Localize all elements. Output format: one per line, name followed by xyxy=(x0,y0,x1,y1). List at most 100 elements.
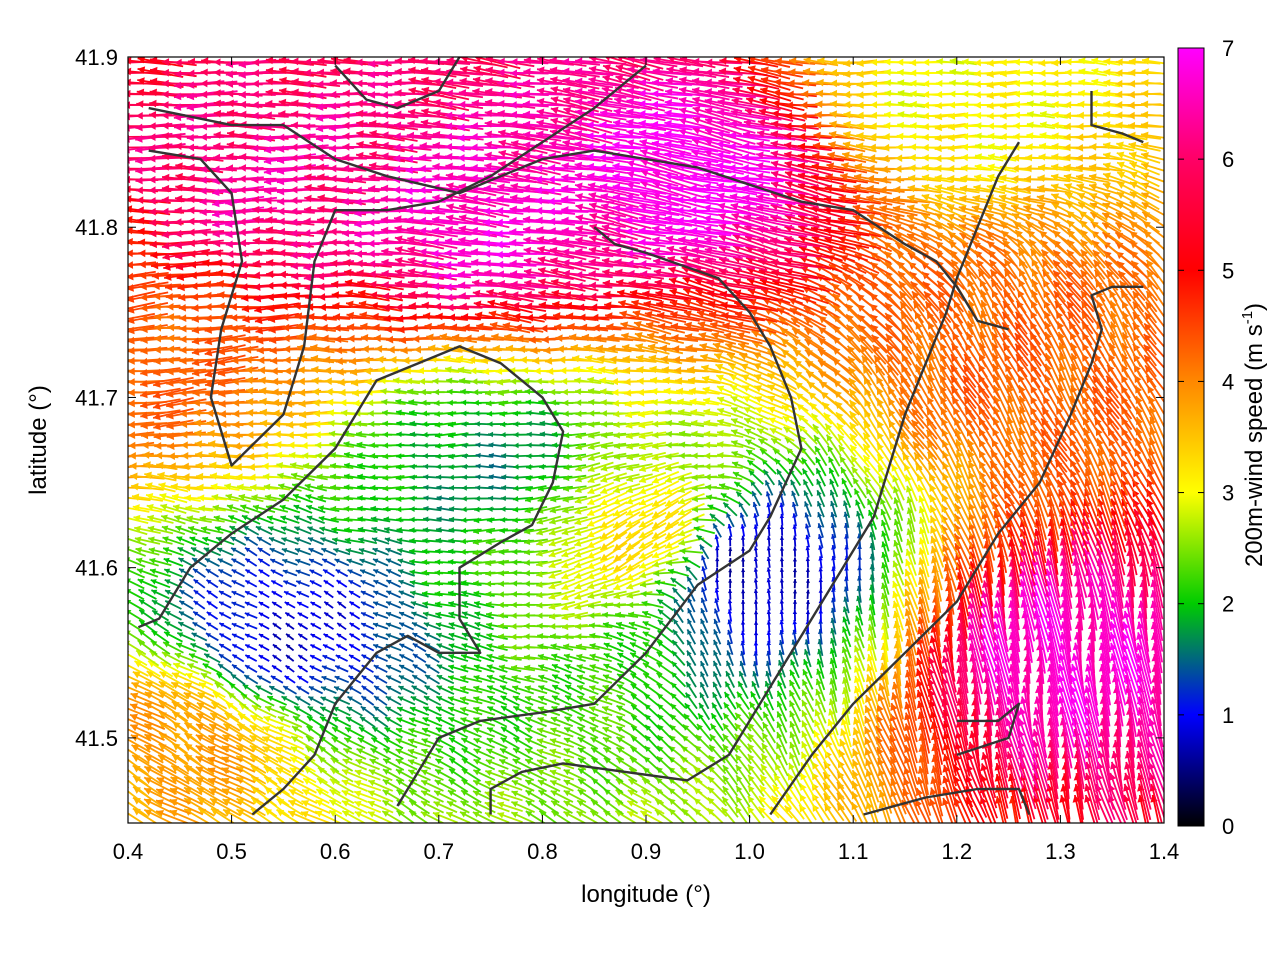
wind-arrow xyxy=(766,546,772,558)
wind-arrow xyxy=(728,547,733,557)
wind-arrow xyxy=(206,589,219,599)
wind-arrow xyxy=(825,739,843,769)
wind-arrow xyxy=(420,811,445,823)
wind-arrow xyxy=(811,761,831,789)
wind-arrow xyxy=(1005,740,1024,789)
wind-arrow xyxy=(664,546,692,558)
wind-arrow xyxy=(129,724,165,742)
wind-arrow xyxy=(412,663,427,674)
wind-arrow xyxy=(323,622,334,630)
wind-arrow xyxy=(839,738,855,770)
wind-arrow xyxy=(373,590,389,599)
wind-arrow xyxy=(512,758,534,771)
wind-arrow xyxy=(536,748,562,759)
wind-arrow xyxy=(740,599,746,611)
wind-arrow xyxy=(361,685,374,695)
wind-arrow xyxy=(322,568,335,578)
wind-arrow xyxy=(395,778,418,793)
wind-arrow xyxy=(602,736,625,750)
wind-arrow xyxy=(654,279,703,291)
wind-arrow xyxy=(510,811,536,823)
wind-arrow xyxy=(510,801,535,814)
wind-arrow xyxy=(805,557,810,568)
wind-arrow xyxy=(1084,772,1101,821)
wind-arrow xyxy=(734,753,752,776)
wind-arrow xyxy=(766,609,772,622)
wind-arrow xyxy=(524,737,548,749)
wind-arrow xyxy=(289,756,316,773)
wind-arrow xyxy=(864,476,881,500)
wind-arrow xyxy=(805,610,811,622)
wind-arrow xyxy=(779,525,785,536)
wind-arrow xyxy=(640,810,665,823)
wind-arrow xyxy=(373,674,388,684)
wind-arrow xyxy=(813,434,829,456)
wind-arrow xyxy=(741,578,746,589)
wind-arrow xyxy=(1032,728,1049,779)
wind-arrow xyxy=(367,811,394,823)
wind-arrow xyxy=(753,578,759,590)
wind-arrow xyxy=(448,737,468,750)
wind-arrow xyxy=(753,567,759,579)
wind-arrow xyxy=(524,779,547,793)
wind-arrow xyxy=(208,723,242,742)
wind-arrow xyxy=(408,789,431,804)
wind-arrow xyxy=(195,734,229,753)
wind-arrow xyxy=(827,456,840,477)
wind-arrow xyxy=(395,758,418,771)
wind-arrow xyxy=(486,737,508,749)
wind-arrow xyxy=(308,685,324,695)
wind-arrow xyxy=(681,808,699,823)
wind-arrow xyxy=(1084,794,1096,823)
wind-arrow xyxy=(222,734,255,753)
wind-arrow xyxy=(577,736,599,750)
wind-arrow xyxy=(773,773,791,798)
wind-arrow xyxy=(373,705,388,717)
wind-arrow xyxy=(244,643,258,652)
wind-arrow xyxy=(244,612,258,619)
wind-arrow xyxy=(497,801,523,813)
wind-arrow xyxy=(792,568,798,578)
wind-arrow xyxy=(323,633,335,641)
wind-arrow xyxy=(511,790,535,803)
wind-arrow xyxy=(779,557,785,568)
wind-arrow xyxy=(207,767,243,783)
wind-arrow xyxy=(787,772,803,799)
wind-arrow xyxy=(549,779,574,792)
wind-arrow xyxy=(231,653,245,663)
wind-arrow xyxy=(354,769,381,781)
wind-arrow xyxy=(193,578,206,589)
wind-arrow xyxy=(759,774,779,798)
wind-arrow xyxy=(747,795,765,819)
wind-arrow xyxy=(257,558,271,567)
wind-arrow xyxy=(373,579,389,588)
wind-arrow xyxy=(309,643,322,652)
wind-arrow xyxy=(258,654,270,662)
wind-arrow xyxy=(268,685,285,695)
wind-arrow xyxy=(499,747,521,760)
wind-arrow xyxy=(550,800,573,814)
wind-arrow xyxy=(822,771,845,800)
wind-arrow xyxy=(272,622,282,630)
wind-arrow xyxy=(261,736,292,751)
wind-arrow xyxy=(336,579,348,588)
wind-arrow xyxy=(789,669,801,690)
wind-arrow xyxy=(335,654,348,662)
wind-arrow xyxy=(524,727,547,738)
wind-arrow xyxy=(143,787,178,806)
wind-arrow xyxy=(865,801,876,823)
wind-arrow xyxy=(262,755,292,774)
wind-arrow xyxy=(801,699,815,724)
wind-arrow xyxy=(143,765,177,785)
wind-arrow xyxy=(485,759,509,770)
wind-arrow xyxy=(179,589,194,600)
wind-arrow xyxy=(448,778,469,793)
wind-arrow xyxy=(563,810,587,823)
wind-arrow xyxy=(335,643,348,652)
wind-arrow xyxy=(498,769,522,781)
wind-arrow xyxy=(818,567,823,579)
wind-arrow xyxy=(852,477,867,499)
wind-arrow xyxy=(536,727,561,738)
wind-arrow xyxy=(244,557,258,567)
wind-arrow xyxy=(433,801,458,814)
